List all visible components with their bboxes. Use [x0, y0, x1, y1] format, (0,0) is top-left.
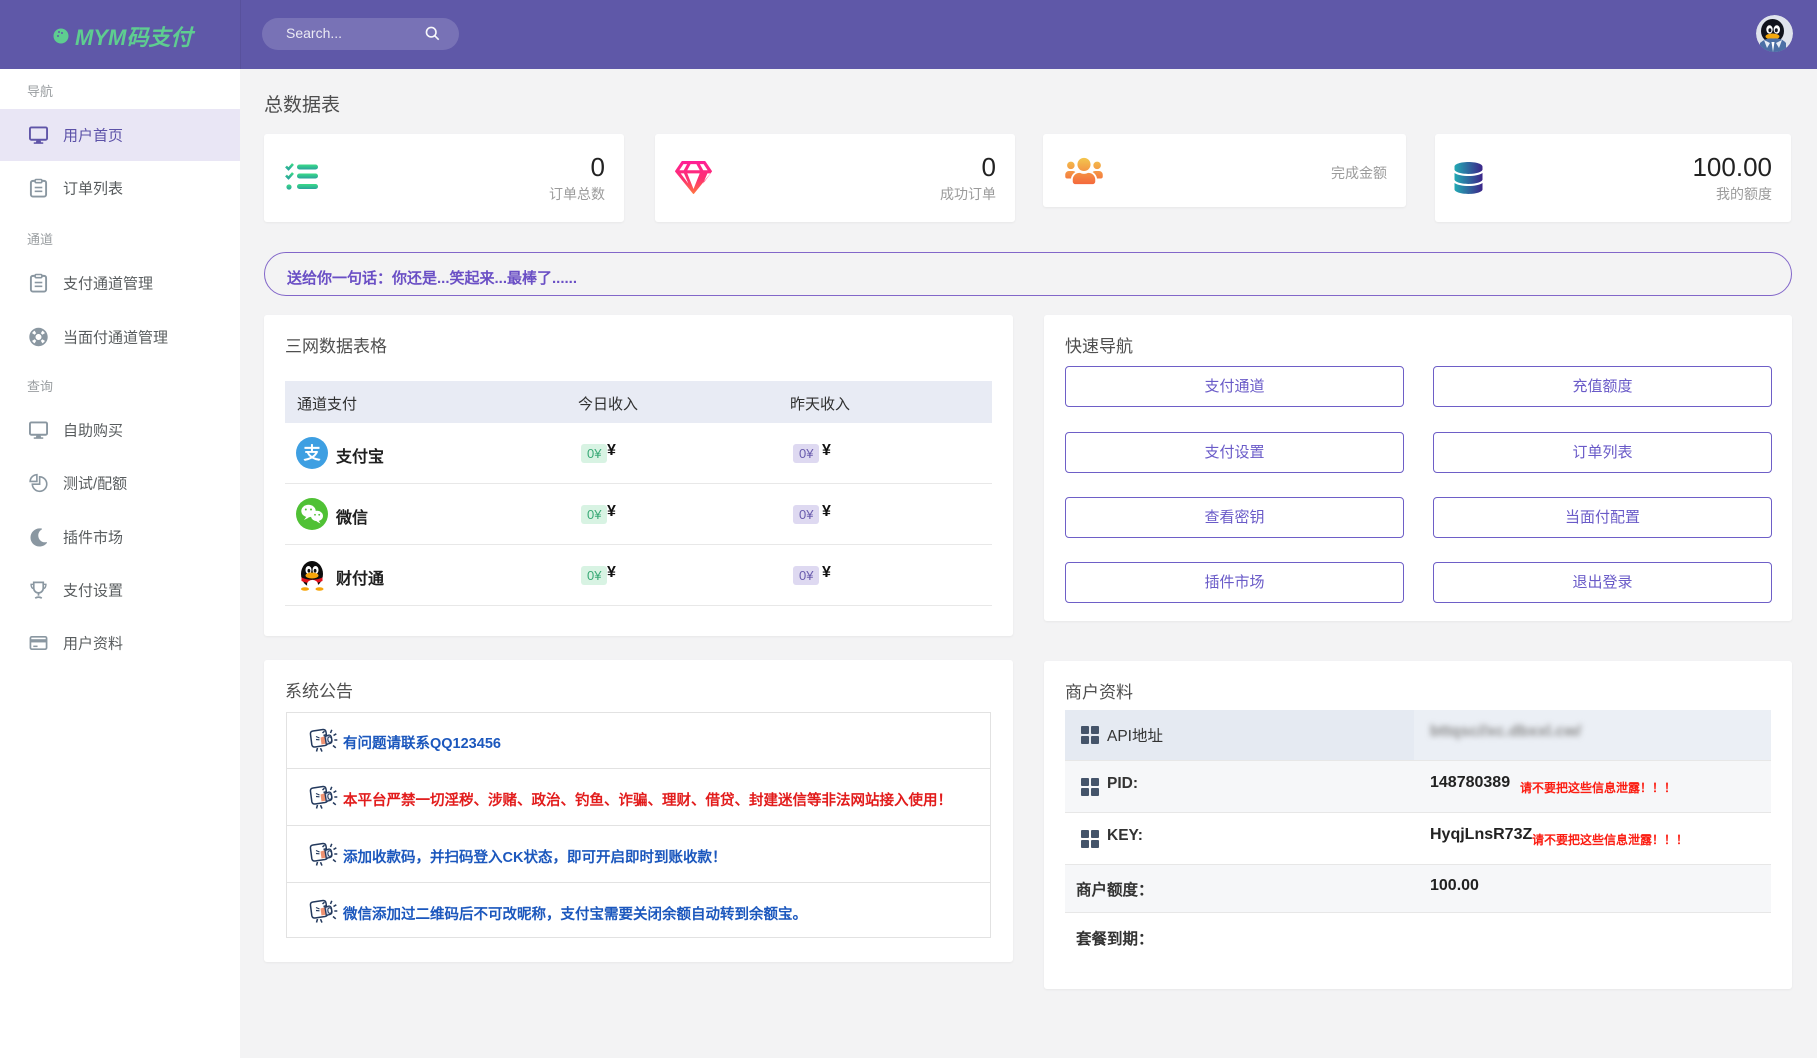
- svg-text:支: 支: [304, 443, 322, 463]
